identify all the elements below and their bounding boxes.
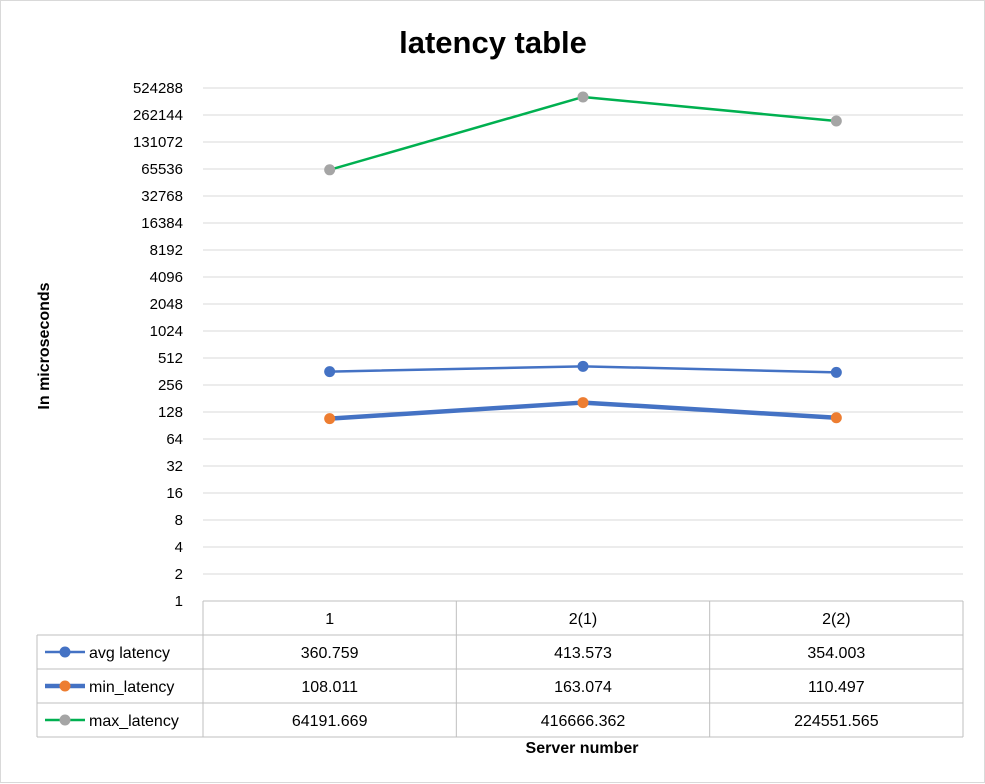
data-label: 354.003 xyxy=(807,645,865,662)
y-tick-label: 128 xyxy=(158,404,183,421)
legend-key-marker xyxy=(59,714,71,726)
data-table: 1 2(1) 2(2) avg latency 360.759 413.573 354.00… xyxy=(36,600,964,738)
data-label: 413.573 xyxy=(554,645,612,662)
y-tick-label: 1 xyxy=(175,593,183,610)
y-tick-label: 16 xyxy=(166,485,183,502)
y-tick-label: 2048 xyxy=(150,296,183,313)
data-label: 163.074 xyxy=(554,679,612,696)
x-axis-label: Server number xyxy=(526,740,639,757)
legend-key-marker xyxy=(59,680,71,692)
y-tick-label: 2 xyxy=(175,566,183,583)
y-tick-label: 8 xyxy=(175,512,183,529)
legend-label: max_latency xyxy=(89,713,179,730)
y-axis-label: In microseconds xyxy=(36,282,53,409)
y-tick-label: 512 xyxy=(158,350,183,367)
y-tick-label: 65536 xyxy=(141,161,183,178)
y-tick-label: 16384 xyxy=(141,215,183,232)
y-tick-label: 4096 xyxy=(150,269,183,286)
y-tick-label: 64 xyxy=(166,431,183,448)
y-tick-label: 262144 xyxy=(133,107,183,124)
y-tick-label: 8192 xyxy=(150,242,183,259)
data-point xyxy=(830,412,842,424)
data-label: 108.011 xyxy=(301,679,358,696)
data-point xyxy=(324,164,336,176)
chart-title: latency table xyxy=(399,25,587,60)
data-label: 110.497 xyxy=(808,679,865,696)
category-label: 2(1) xyxy=(569,611,597,628)
category-label: 1 xyxy=(325,611,334,628)
y-tick-label: 32768 xyxy=(141,188,183,205)
data-point xyxy=(324,366,336,378)
gridlines xyxy=(203,87,963,602)
series-layer xyxy=(324,91,842,425)
legend-label: avg latency xyxy=(89,645,170,662)
y-tick-labels: 1 2 4 8 16 32 64 128 256 512 1024 2048 4096 8192 16384… xyxy=(133,80,183,610)
y-tick-label: 256 xyxy=(158,377,183,394)
data-point xyxy=(324,413,336,425)
category-label: 2(2) xyxy=(822,611,850,628)
y-tick-label: 524288 xyxy=(133,80,183,97)
data-point xyxy=(830,366,842,378)
data-point xyxy=(577,91,589,103)
data-label: 360.759 xyxy=(301,645,359,662)
y-tick-label: 131072 xyxy=(133,134,183,151)
series-line-max-latency xyxy=(329,95,837,172)
data-label: 416666.362 xyxy=(541,713,626,730)
data-point xyxy=(830,115,842,127)
legend-label: min_latency xyxy=(89,679,174,696)
legend-key-marker xyxy=(59,646,71,658)
y-tick-label: 4 xyxy=(175,539,183,556)
data-label: 64191.669 xyxy=(292,713,368,730)
y-tick-label: 1024 xyxy=(150,323,183,340)
data-label: 224551.565 xyxy=(794,713,879,730)
y-tick-label: 32 xyxy=(166,458,183,475)
data-point xyxy=(577,360,589,372)
data-point xyxy=(577,397,589,409)
